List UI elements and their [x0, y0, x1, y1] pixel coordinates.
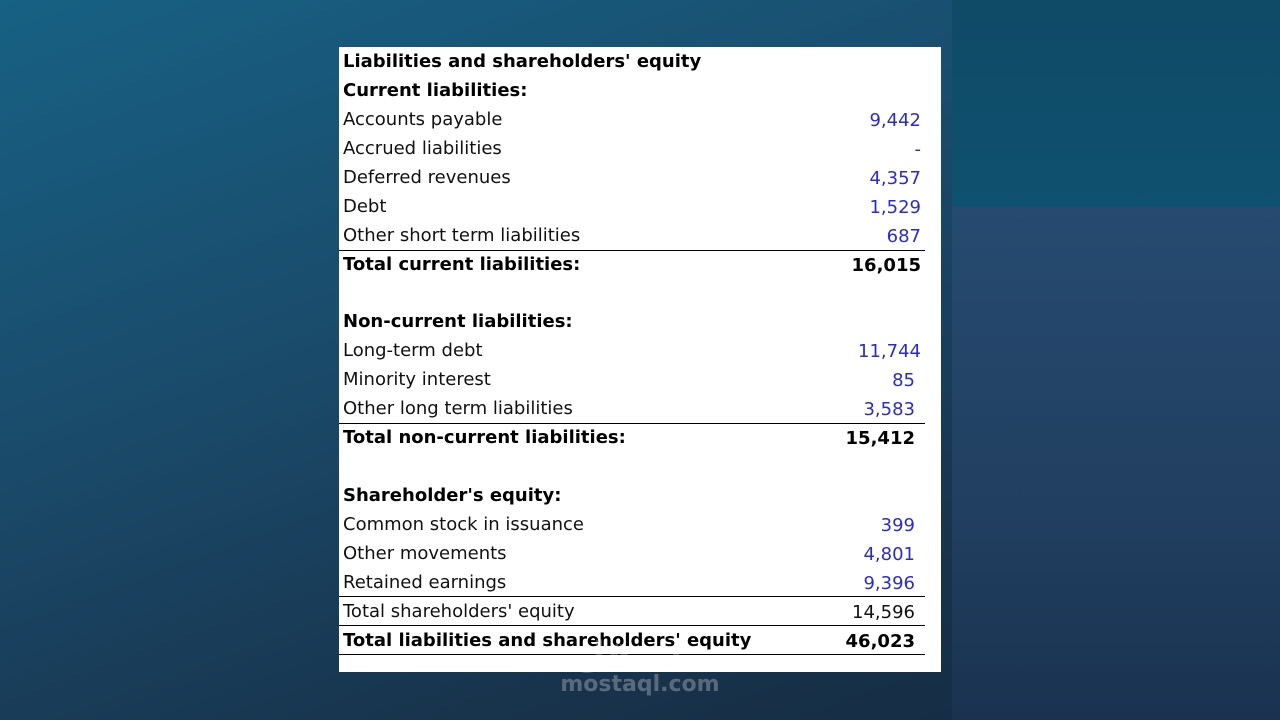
section-header-current: Current liabilities: [339, 78, 925, 107]
line-item: Long-term debt 11,744 [339, 338, 925, 367]
section-header-label: Non-current liabilities: [343, 311, 573, 332]
sheet-title-row: Liabilities and shareholders' equity [339, 49, 925, 78]
line-item: Deferred revenues 4,357 [339, 165, 925, 194]
line-item-label: Other long term liabilities [343, 398, 573, 419]
total-label: Total non-current liabilities: [343, 427, 626, 448]
line-item-label: Minority interest [343, 369, 491, 390]
background-panel-top-right [952, 0, 1280, 207]
line-item: Other short term liabilities 687 [339, 223, 925, 252]
divider-line [339, 423, 925, 424]
line-item-value: 4,801 [863, 544, 915, 565]
line-item-label: Retained earnings [343, 572, 507, 593]
divider-line [339, 596, 925, 597]
total-current-row: Total current liabilities: 16,015 [339, 252, 925, 281]
line-item-label: Long-term debt [343, 340, 483, 361]
divider-line [339, 250, 925, 251]
line-item-value: 3,583 [863, 399, 915, 420]
line-item-label: Accounts payable [343, 109, 503, 130]
line-item: Common stock in issuance 399 [339, 512, 925, 541]
line-item: Other long term liabilities 3,583 [339, 396, 925, 425]
line-item-value: 1,529 [869, 197, 921, 218]
line-item-value: 85 [892, 370, 915, 391]
section-header-label: Shareholder's equity: [343, 485, 562, 506]
line-item: Other movements 4,801 [339, 541, 925, 570]
line-item-label: Other movements [343, 543, 507, 564]
line-item-label: Debt [343, 196, 387, 217]
line-item-value: - [914, 139, 922, 160]
line-item-label: Accrued liabilities [343, 138, 502, 159]
grand-total-row: Total liabilities and shareholders' equi… [339, 628, 925, 657]
balance-sheet: Liabilities and shareholders' equity Cur… [339, 47, 941, 672]
line-item-value: 9,396 [863, 573, 915, 594]
line-item-label: Other short term liabilities [343, 225, 581, 246]
line-item-value: 687 [886, 226, 921, 247]
total-value: 15,412 [845, 428, 915, 449]
line-item-label: Common stock in issuance [343, 514, 584, 535]
line-item-value: 399 [880, 515, 915, 536]
divider-line [339, 625, 925, 626]
watermark-url: mostaql.com [560, 672, 720, 697]
line-item: Accounts payable 9,442 [339, 107, 925, 136]
total-value: 46,023 [845, 631, 915, 652]
total-value: 14,596 [852, 602, 915, 623]
line-item-value: 9,442 [869, 110, 921, 131]
total-label: Total shareholders' equity [343, 601, 575, 622]
line-item: Debt 1,529 [339, 194, 925, 223]
line-item: Retained earnings 9,396 [339, 570, 925, 599]
total-value: 16,015 [851, 255, 921, 276]
section-header-label: Current liabilities: [343, 80, 528, 101]
watermark: مستقل mostaql.com [0, 635, 1280, 698]
sheet-title: Liabilities and shareholders' equity [343, 51, 702, 72]
section-header-noncurrent: Non-current liabilities: [339, 309, 925, 338]
line-item-label: Deferred revenues [343, 167, 511, 188]
line-item-value: 4,357 [869, 168, 921, 189]
divider-line [339, 654, 925, 655]
total-noncurrent-row: Total non-current liabilities: 15,412 [339, 425, 925, 454]
line-item: Minority interest 85 [339, 367, 925, 396]
total-label: Total liabilities and shareholders' equi… [343, 630, 752, 651]
background-panel-bottom-right [952, 207, 1280, 720]
line-item: Accrued liabilities - [339, 136, 925, 165]
watermark-logo: مستقل [574, 635, 706, 676]
total-equity-row: Total shareholders' equity 14,596 [339, 599, 925, 628]
section-header-equity: Shareholder's equity: [339, 483, 925, 512]
total-label: Total current liabilities: [343, 254, 581, 275]
line-item-value: 11,744 [858, 341, 921, 362]
